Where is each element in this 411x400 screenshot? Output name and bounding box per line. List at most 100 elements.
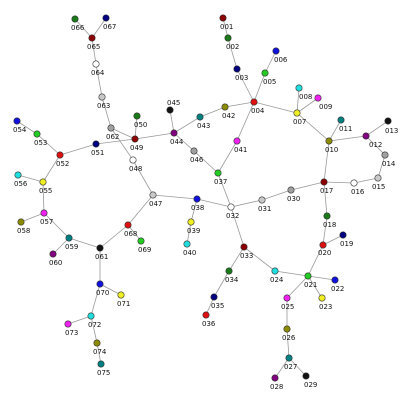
node-label-004: 004 [251,107,265,115]
edge-033-024 [243,246,276,272]
edge-068-061 [99,224,129,249]
node-065: 065 [87,34,100,51]
node-071: 071 [117,291,130,308]
node-016: 016 [350,179,365,196]
edge-004-041 [236,101,255,142]
edge-021-020 [307,244,324,277]
edge-037-046 [193,150,219,174]
node-021: 021 [304,272,317,289]
edge-030-031 [261,189,292,201]
node-006: 006 [272,47,288,64]
node-marker-022 [331,276,339,284]
node-053: 053 [33,130,47,147]
node-020: 020 [318,241,331,257]
node-044: 044 [170,129,184,146]
node-060: 060 [49,250,62,267]
node-marker-044 [170,129,178,137]
node-label-037: 037 [214,178,227,186]
node-marker-008 [295,84,303,92]
node-048: 048 [129,156,142,173]
node-label-027: 027 [284,363,297,371]
node-marker-069 [137,237,145,245]
node-label-030: 030 [287,195,300,203]
node-label-044: 044 [170,138,184,146]
node-marker-059 [65,234,73,242]
edge-046-044 [173,132,195,152]
node-label-023: 023 [319,303,332,311]
node-marker-039 [187,218,195,226]
node-marker-012 [362,132,370,140]
edge-014-015 [377,154,386,179]
node-012: 012 [362,132,382,149]
node-marker-023 [318,294,326,302]
node-marker-019 [339,231,347,239]
node-label-061: 061 [95,253,108,261]
node-033: 033 [240,243,253,260]
node-marker-035 [210,293,218,301]
node-label-002: 002 [226,43,239,51]
node-label-066: 066 [71,24,85,32]
node-032: 032 [226,203,239,220]
node-041: 041 [233,137,247,154]
node-label-035: 035 [211,302,224,310]
node-marker-050 [133,112,141,120]
node-marker-034 [225,267,233,275]
edge-047-068 [127,194,154,226]
node-label-060: 060 [49,259,62,267]
node-marker-031 [258,196,266,204]
node-marker-061 [96,244,104,252]
node-marker-070 [96,280,104,288]
node-marker-056 [14,171,22,179]
node-marker-013 [384,117,392,125]
node-068: 068 [124,221,137,238]
node-marker-071 [117,291,125,299]
node-011: 011 [337,116,352,133]
edge-052-053 [36,133,61,156]
edge-034-035 [213,270,230,298]
node-008: 008 [295,84,312,101]
node-marker-014 [381,151,389,159]
edge-033-034 [228,246,245,272]
edge-005-004 [253,72,266,103]
edge-024-021 [274,270,309,277]
edge-021-023 [307,275,323,299]
node-marker-004 [250,98,258,106]
node-label-024: 024 [270,276,284,284]
node-004: 004 [250,98,265,115]
node-005: 005 [261,69,276,86]
node-label-059: 059 [65,243,78,251]
node-023: 023 [318,294,332,311]
node-051: 051 [91,140,104,157]
node-label-007: 007 [293,118,306,126]
node-label-050: 050 [134,121,147,129]
node-marker-067 [102,14,110,22]
node-069: 069 [137,237,151,254]
node-038: 038 [191,195,204,212]
node-marker-018 [323,212,331,220]
node-label-058: 058 [17,227,30,235]
node-marker-055 [39,178,47,186]
edge-062-063 [101,96,112,129]
edge-015-016 [353,177,379,184]
edge-012-014 [365,135,386,156]
node-039: 039 [187,218,200,235]
node-marker-029 [302,372,310,380]
node-label-070: 070 [96,289,109,297]
node-marker-040 [183,240,191,248]
node-marker-002 [224,34,232,42]
edge-027-029 [288,357,307,377]
node-marker-066 [71,15,79,23]
edge-044-049 [134,132,175,140]
node-label-020: 020 [318,249,331,257]
node-067: 067 [102,14,116,31]
node-label-005: 005 [263,78,276,86]
node-label-056: 056 [14,180,28,188]
edge-055-057 [42,181,45,214]
node-label-045: 045 [167,99,180,107]
node-label-064: 064 [91,69,105,77]
node-label-063: 063 [97,102,110,110]
node-066: 066 [71,15,85,32]
edge-004-007 [253,101,298,114]
node-028: 028 [270,374,283,391]
node-label-038: 038 [191,204,204,212]
